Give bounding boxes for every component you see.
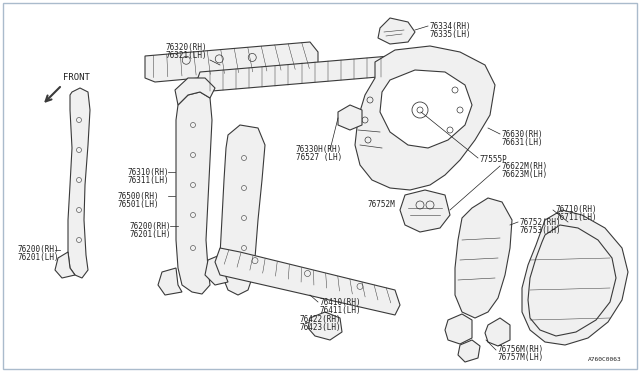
Text: A760C0063: A760C0063 xyxy=(588,357,622,362)
Text: 76310(RH): 76310(RH) xyxy=(128,168,170,177)
Polygon shape xyxy=(445,314,472,344)
Polygon shape xyxy=(455,198,512,318)
Text: 76711(LH): 76711(LH) xyxy=(555,213,596,222)
Text: 76422(RH): 76422(RH) xyxy=(300,315,342,324)
Text: 76320(RH): 76320(RH) xyxy=(165,43,207,52)
Text: 76500(RH): 76500(RH) xyxy=(118,192,159,201)
Polygon shape xyxy=(458,340,480,362)
Polygon shape xyxy=(205,255,228,285)
Polygon shape xyxy=(522,210,628,345)
Text: 76622M(RH): 76622M(RH) xyxy=(502,162,548,171)
Text: 76200(RH): 76200(RH) xyxy=(18,245,60,254)
Text: 76752M: 76752M xyxy=(368,200,396,209)
Text: 76330H(RH): 76330H(RH) xyxy=(296,145,342,154)
Text: 76423(LH): 76423(LH) xyxy=(300,323,342,332)
Polygon shape xyxy=(378,18,415,44)
Text: 76335(LH): 76335(LH) xyxy=(430,30,472,39)
Text: 76631(LH): 76631(LH) xyxy=(502,138,543,147)
Text: 76321(LH): 76321(LH) xyxy=(165,51,207,60)
Text: 76311(LH): 76311(LH) xyxy=(128,176,170,185)
Text: 76752(RH): 76752(RH) xyxy=(520,218,562,227)
Text: FRONT: FRONT xyxy=(63,73,90,82)
Polygon shape xyxy=(55,252,75,278)
Polygon shape xyxy=(158,268,182,295)
Polygon shape xyxy=(308,312,342,340)
Polygon shape xyxy=(68,88,90,278)
Polygon shape xyxy=(338,105,362,130)
Text: 76201(LH): 76201(LH) xyxy=(18,253,60,262)
Text: 76200(RH): 76200(RH) xyxy=(130,222,172,231)
Polygon shape xyxy=(400,190,450,232)
Text: 76527 (LH): 76527 (LH) xyxy=(296,153,342,162)
Polygon shape xyxy=(485,318,510,346)
Text: 76410(RH): 76410(RH) xyxy=(320,298,362,307)
Text: 76630(RH): 76630(RH) xyxy=(502,130,543,139)
Polygon shape xyxy=(176,92,212,294)
Text: 76201(LH): 76201(LH) xyxy=(130,230,172,239)
Text: 76623M(LH): 76623M(LH) xyxy=(502,170,548,179)
Polygon shape xyxy=(215,248,400,315)
Polygon shape xyxy=(195,56,395,92)
Polygon shape xyxy=(380,70,472,148)
Polygon shape xyxy=(175,78,215,105)
Text: 76501(LH): 76501(LH) xyxy=(118,200,159,209)
Text: 76756M(RH): 76756M(RH) xyxy=(498,345,544,354)
Text: 76710(RH): 76710(RH) xyxy=(555,205,596,214)
Text: 77555P: 77555P xyxy=(480,155,508,164)
Polygon shape xyxy=(220,125,265,295)
Text: 76757M(LH): 76757M(LH) xyxy=(498,353,544,362)
Polygon shape xyxy=(145,42,318,82)
Text: 76411(LH): 76411(LH) xyxy=(320,306,362,315)
Polygon shape xyxy=(355,46,495,190)
Text: 76753(LH): 76753(LH) xyxy=(520,226,562,235)
Text: 76334(RH): 76334(RH) xyxy=(430,22,472,31)
